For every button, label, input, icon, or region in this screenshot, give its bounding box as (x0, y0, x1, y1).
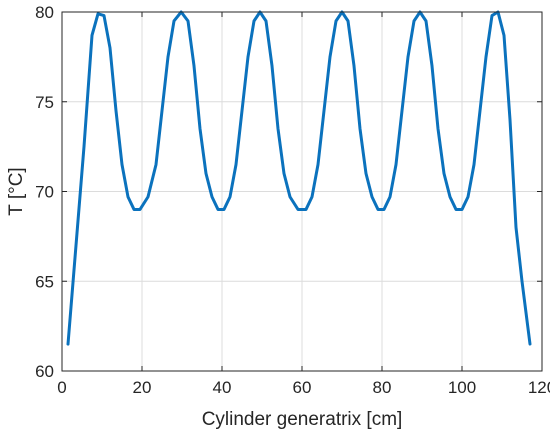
x-tick-label: 120 (528, 378, 550, 397)
y-tick-label: 80 (35, 3, 54, 22)
x-tick-label: 0 (57, 378, 66, 397)
x-tick-label: 80 (373, 378, 392, 397)
series-layer (66, 10, 532, 346)
plot-area-frame (61, 11, 543, 372)
x-tick-label: 20 (133, 378, 152, 397)
y-tick-label: 70 (35, 183, 54, 202)
x-tick-label: 60 (293, 378, 312, 397)
y-tick-label: 65 (35, 272, 54, 291)
x-axis-title: Cylinder generatrix [cm] (202, 409, 403, 430)
y-tick-label: 75 (35, 93, 54, 112)
y-tick-labels: 60 65 70 75 80 (35, 3, 54, 381)
x-tick-label: 100 (448, 378, 476, 397)
x-tick-label: 40 (213, 378, 232, 397)
y-tick-label: 60 (35, 362, 54, 381)
x-tick-labels: 0 20 40 60 80 100 120 (57, 378, 550, 397)
series-line-0 (66, 10, 532, 346)
y-axis-title: T [°C] (6, 167, 27, 215)
